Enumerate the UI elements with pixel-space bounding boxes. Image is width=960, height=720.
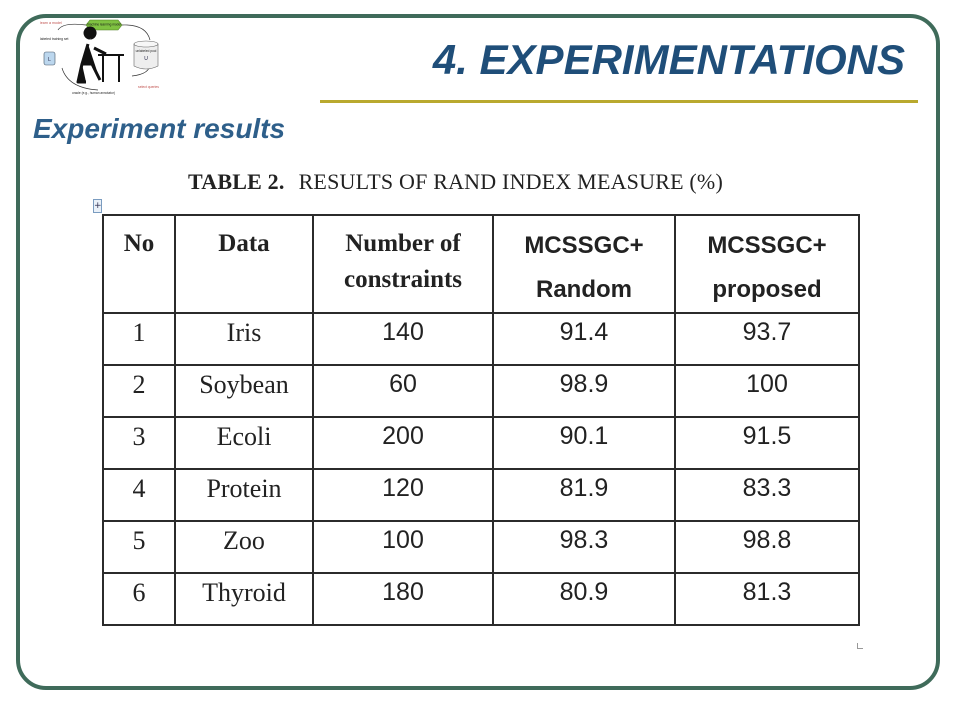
table-caption: TABLE 2. RESULTS OF RAND INDEX MEASURE (%… xyxy=(188,169,723,195)
cell-data: Ecoli xyxy=(174,416,314,470)
logo-label-queries: select queries xyxy=(138,85,159,89)
slide-title: 4. EXPERIMENTATIONS xyxy=(432,36,905,83)
cell-constraints: 60 xyxy=(312,364,494,418)
table-header-row: No Data Number of constraints MCSSGC+ Rand… xyxy=(102,214,860,314)
cell-data: Protein xyxy=(174,468,314,522)
table-caption-text: RESULTS OF RAND INDEX MEASURE (%) xyxy=(298,169,723,194)
cell-data: Iris xyxy=(174,312,314,366)
cell-no: 1 xyxy=(102,312,176,366)
cell-data: Zoo xyxy=(174,520,314,574)
cell-random: 80.9 xyxy=(492,572,676,626)
cell-proposed: 93.7 xyxy=(674,312,860,366)
table-row: 6 Thyroid 180 80.9 81.3 xyxy=(102,572,860,626)
cell-no: 4 xyxy=(102,468,176,522)
cell-random: 98.3 xyxy=(492,520,676,574)
cell-no: 5 xyxy=(102,520,176,574)
table-row: 5 Zoo 100 98.3 98.8 xyxy=(102,520,860,574)
logo-label-pool: unlabeled pool xyxy=(136,49,157,53)
cell-constraints: 120 xyxy=(312,468,494,522)
table-row: 1 Iris 140 91.4 93.7 xyxy=(102,312,860,366)
results-table: No Data Number of constraints MCSSGC+ Rand… xyxy=(102,214,860,626)
table-row: 2 Soybean 60 98.9 100 xyxy=(102,364,860,418)
table-row: 4 Protein 120 81.9 83.3 xyxy=(102,468,860,522)
cell-proposed: 91.5 xyxy=(674,416,860,470)
cell-no: 2 xyxy=(102,364,176,418)
table-resize-handle[interactable] xyxy=(857,643,863,649)
table-anchor-icon[interactable]: + xyxy=(93,199,102,213)
logo-person xyxy=(76,26,107,84)
title-underline xyxy=(320,100,918,103)
cell-constraints: 180 xyxy=(312,572,494,626)
cell-constraints: 100 xyxy=(312,520,494,574)
cell-random: 81.9 xyxy=(492,468,676,522)
logo-label-model: machine learning model xyxy=(87,23,121,27)
cell-random: 98.9 xyxy=(492,364,676,418)
logo-label-oracle: oracle (e.g., human annotator) xyxy=(72,91,115,95)
cell-random: 91.4 xyxy=(492,312,676,366)
cell-proposed: 83.3 xyxy=(674,468,860,522)
table-row: 3 Ecoli 200 90.1 91.5 xyxy=(102,416,860,470)
header-constraints: Number of constraints xyxy=(312,214,494,314)
table-caption-label: TABLE 2. xyxy=(188,169,285,194)
cell-data: Thyroid xyxy=(174,572,314,626)
header-data: Data xyxy=(174,214,314,314)
cell-no: 3 xyxy=(102,416,176,470)
logo-letter-l: L xyxy=(48,57,51,63)
cell-proposed: 98.8 xyxy=(674,520,860,574)
logo-label-learn: learn a model xyxy=(40,21,62,25)
logo-desk xyxy=(98,54,124,56)
slide-subtitle: Experiment results xyxy=(33,113,286,144)
logo-label-training: labeled training set xyxy=(40,37,69,41)
header-random: MCSSGC+ Random xyxy=(492,214,676,314)
header-proposed: MCSSGC+ proposed xyxy=(674,214,860,314)
cell-random: 90.1 xyxy=(492,416,676,470)
cell-proposed: 100 xyxy=(674,364,860,418)
cell-constraints: 200 xyxy=(312,416,494,470)
logo-letter-u: U xyxy=(144,56,148,62)
active-learning-logo: learn a model machine learning model lab… xyxy=(40,19,159,95)
cell-constraints: 140 xyxy=(312,312,494,366)
header-no: No xyxy=(102,214,176,314)
logo-unlabeled-pool xyxy=(133,43,159,70)
logo-labeled-set xyxy=(43,51,56,66)
cell-no: 6 xyxy=(102,572,176,626)
cell-proposed: 81.3 xyxy=(674,572,860,626)
cell-data: Soybean xyxy=(174,364,314,418)
